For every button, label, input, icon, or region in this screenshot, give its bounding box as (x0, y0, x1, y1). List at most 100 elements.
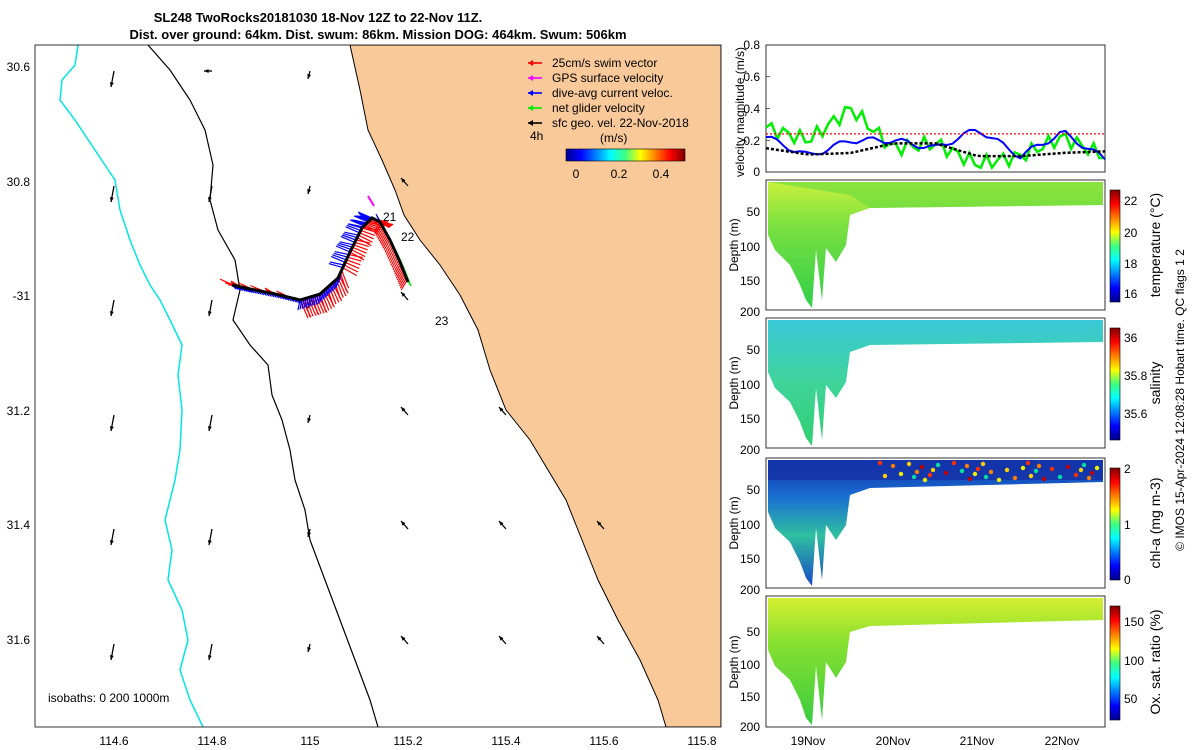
depth-tick: 150 (740, 412, 760, 426)
chla-dot (944, 471, 948, 475)
chla-dot (1082, 463, 1086, 467)
temp-cb-tick: 18 (1124, 257, 1138, 271)
section-panels: 22 20 18 16 temperature (°C) Depth (m) 5… (727, 180, 1163, 748)
chla-dot (1066, 465, 1070, 469)
oxygen-colorbar (1110, 606, 1120, 720)
chla-dot (1034, 469, 1038, 473)
chla-dot (984, 475, 988, 479)
chla-dot (973, 472, 977, 476)
temp-cb-tick: 16 (1124, 287, 1138, 301)
temp-cb-tick: 22 (1124, 194, 1138, 208)
depth-tick: 150 (740, 552, 760, 566)
map-ytick: 30.8 (7, 175, 31, 189)
figure-title-line1: SL248 TwoRocks20181030 18-Nov 12Z to 22-… (154, 10, 483, 25)
chla-colorbar (1110, 468, 1120, 580)
chla-dot (968, 477, 972, 481)
depth-tick: 100 (740, 378, 760, 392)
depth-tick: 200 (740, 305, 760, 319)
oxygen-ylabel: Depth (m) (727, 635, 741, 688)
chla-dot (883, 474, 887, 478)
chla-dot (878, 461, 882, 465)
oxygen-section: 150 100 50 Ox. sat. ratio (%) Depth (m) … (727, 596, 1163, 748)
temperature-ylabel: Depth (m) (727, 218, 741, 271)
date-tick: 21Nov (960, 734, 995, 748)
chla-dot (923, 478, 927, 482)
sal-cb-tick: 36 (1124, 331, 1138, 345)
ox-cb-tick: 100 (1124, 654, 1144, 668)
legend-label: net glider velocity (552, 101, 645, 115)
chla-dot (936, 463, 940, 467)
colorbar-tick-2: 0.4 (653, 167, 670, 181)
colorbar-tick-1: 0.2 (611, 167, 628, 181)
depth-tick: 100 (740, 240, 760, 254)
chla-dot (1074, 473, 1078, 477)
chla-dot (1095, 466, 1099, 470)
depth-tick: 100 (740, 518, 760, 532)
depth-tick: 200 (740, 583, 760, 597)
day-label-21: 21 (383, 210, 397, 224)
chla-dot (976, 467, 980, 471)
temperature-colorbar (1110, 190, 1120, 302)
chla-dot (1037, 464, 1041, 468)
temperature-section: 22 20 18 16 temperature (°C) Depth (m) 5… (727, 180, 1163, 319)
chla-dot (1042, 477, 1046, 481)
map-xtick: 115.2 (393, 734, 422, 748)
chla-dot (907, 462, 911, 466)
sal-cb-tick: 35.8 (1124, 369, 1148, 383)
map-ytick: 31.4 (7, 518, 31, 532)
chla-dot (1090, 471, 1094, 475)
map-xtick: 115.6 (589, 734, 618, 748)
isobaths-label: isobaths: 0 200 1000m (48, 691, 169, 705)
legend-label: sfc geo. vel. 22-Nov-2018 (552, 116, 689, 130)
vel-ytick: 0 (753, 165, 760, 179)
chla-dot (920, 465, 924, 469)
credit-text: © IMOS 15-Apr-2024 12:08:28 Hobart time.… (1173, 249, 1187, 551)
chla-dot (1029, 474, 1033, 478)
legend-label: dive-avg current veloc. (552, 86, 673, 100)
depth-tick: 200 (740, 443, 760, 457)
sal-cb-tick: 35.6 (1124, 407, 1148, 421)
date-tick: 22Nov (1045, 734, 1080, 748)
figure-title-line2: Dist. over ground: 64km. Dist. swum: 86k… (129, 27, 626, 42)
salinity-section: 36 35.8 35.6 salinity Depth (m) 50 100 1… (727, 318, 1163, 457)
chla-dot (899, 472, 903, 476)
depth-tick: 150 (740, 690, 760, 704)
chla-dot (1087, 476, 1091, 480)
chla-dot (981, 462, 985, 466)
chla-dot (912, 475, 916, 479)
salinity-colorbar (1110, 328, 1120, 440)
depth-tick: 50 (747, 483, 761, 497)
chla-dot (915, 470, 919, 474)
scale-label: 4h (530, 129, 543, 143)
map-x-ticks: 114.6 114.8 115 115.2 115.4 115.6 115.8 (99, 734, 716, 748)
salinity-colorbar-label: salinity (1147, 362, 1163, 405)
chla-ylabel: Depth (m) (727, 496, 741, 549)
map-xtick: 115 (300, 734, 319, 748)
depth-tick: 200 (740, 720, 760, 734)
depth-tick: 100 (740, 658, 760, 672)
chla-dot (931, 468, 935, 472)
depth-tick: 50 (747, 625, 761, 639)
chla-dot (989, 470, 993, 474)
map-xtick: 115.8 (687, 734, 716, 748)
oxygen-colorbar-label: Ox. sat. ratio (%) (1147, 609, 1163, 714)
colorbar-unit: (m/s) (600, 131, 627, 145)
speed-colorbar (566, 149, 685, 161)
map-xtick: 114.8 (197, 734, 226, 748)
chla-dot (928, 473, 932, 477)
chla-dot (960, 469, 964, 473)
date-tick: 20Nov (876, 734, 911, 748)
map-ytick: 31.2 (7, 404, 31, 418)
chla-dot (997, 478, 1001, 482)
legend-label: GPS surface velocity (552, 71, 663, 85)
depth-tick: 50 (747, 205, 761, 219)
chla-section: 2 1 0 chl-a (mg m-3) Depth (m) 50 100 15… (727, 458, 1163, 597)
map-ytick: -31 (13, 289, 31, 303)
velocity-chart: 0.8 0.6 0.4 0.2 0 velocity magnitude (m/… (733, 38, 1105, 179)
chla-dot (1026, 461, 1030, 465)
chla-dot (1050, 467, 1054, 471)
ox-cb-tick: 50 (1124, 692, 1138, 706)
chla-cb-tick: 0 (1124, 573, 1131, 587)
ox-cb-tick: 150 (1124, 615, 1144, 629)
